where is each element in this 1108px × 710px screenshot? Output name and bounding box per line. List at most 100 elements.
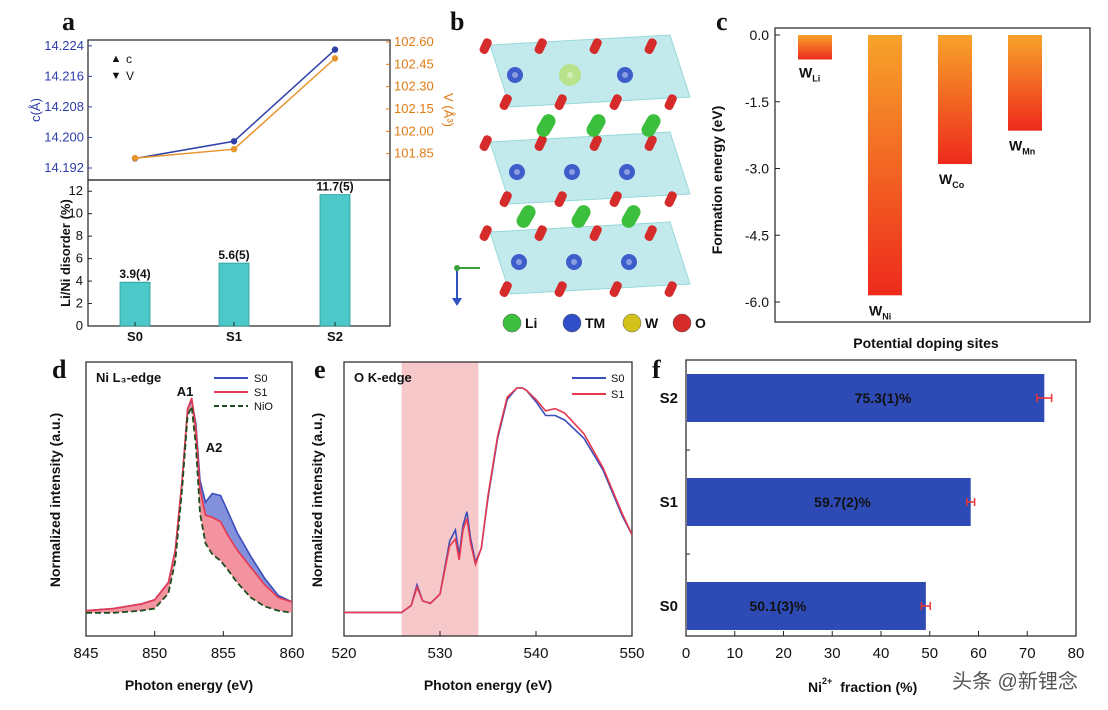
f-bar-label-S0: 50.1(3)% bbox=[750, 598, 807, 614]
atom-highlight bbox=[569, 169, 575, 175]
f-xtick-label: 20 bbox=[775, 645, 792, 662]
e-x-axis-title: Photon energy (eV) bbox=[424, 677, 552, 693]
legend-label-Li: Li bbox=[525, 315, 537, 331]
o-atom bbox=[664, 191, 677, 207]
d-series-line-S1 bbox=[85, 397, 293, 612]
c-bar-W_Li bbox=[798, 35, 832, 60]
a-top-left-tick-label: 14.192 bbox=[44, 160, 84, 175]
f-xtick-label: 0 bbox=[682, 645, 690, 662]
c-bar-label-W_Co: WCo bbox=[939, 171, 965, 190]
a-top-legend-label-V: V bbox=[126, 69, 134, 83]
panel-letter-b: b bbox=[450, 7, 464, 36]
panel-a: 14.192 14.200 14.208 14.216 14.224 101.85 102.… bbox=[28, 34, 456, 344]
c-ytick-label: -3.0 bbox=[745, 161, 769, 177]
d-frame bbox=[85, 361, 293, 637]
c-ytick-label: 0.0 bbox=[750, 27, 770, 43]
a-top-left-tick-label: 14.216 bbox=[44, 68, 84, 83]
a-top-point-V-S2 bbox=[331, 55, 339, 62]
a-bar-label-S0: 3.9(4) bbox=[119, 267, 150, 281]
f-bar-label-S2: 75.3(1)% bbox=[855, 390, 912, 406]
a-top-point-V-S1 bbox=[230, 146, 238, 153]
a-bar-label-S2: 11.7(5) bbox=[316, 180, 353, 194]
a-top-right-tick-label: 102.30 bbox=[394, 79, 434, 94]
tm-atom bbox=[566, 254, 582, 270]
o-atom bbox=[499, 94, 512, 110]
a-top-legend-label-c: c bbox=[126, 52, 132, 66]
a-bar-S1 bbox=[218, 262, 250, 327]
o-atom bbox=[664, 281, 677, 297]
d-peak-label-A1: A1 bbox=[177, 384, 194, 399]
f-x-axis-title: Ni2+ fraction (%) bbox=[808, 676, 917, 695]
a-top-right-tick-label: 102.15 bbox=[394, 101, 434, 116]
a-bar-S0 bbox=[119, 281, 151, 327]
panel-d: 845 850 855 860 Photon energy (eV) Normalized… bbox=[47, 361, 305, 693]
a-top-point-c-S1 bbox=[230, 138, 238, 145]
d-xtick-label: 845 bbox=[73, 645, 98, 662]
d-series-line-NiO bbox=[86, 403, 293, 614]
atom-highlight bbox=[567, 72, 573, 78]
o-atom bbox=[644, 135, 657, 151]
o-atom bbox=[499, 191, 512, 207]
a-bar-label-S1: 5.6(5) bbox=[218, 248, 249, 262]
e-y-axis-title: Normalized intensity (a.u.) bbox=[309, 413, 325, 587]
o-atom bbox=[609, 281, 622, 297]
a-top-left-tick-label: 14.224 bbox=[44, 38, 84, 53]
c-ytick-label: -6.0 bbox=[745, 294, 769, 310]
a-bottom-ytick-label: 6 bbox=[76, 251, 83, 266]
c-ytick-label: -1.5 bbox=[745, 94, 769, 110]
axis-c-arrowhead bbox=[452, 298, 462, 306]
a-bottom-ytick-label: 4 bbox=[76, 273, 83, 288]
e-frame bbox=[343, 361, 633, 637]
a-top-legend-marker-V: ▼ bbox=[111, 70, 122, 82]
atom-highlight bbox=[514, 169, 520, 175]
a-xtick-label-S2: S2 bbox=[327, 329, 343, 344]
a-top-right-tick-label: 102.60 bbox=[394, 34, 434, 49]
c-bar-W_Ni bbox=[868, 35, 902, 296]
d-legend-label-S0: S0 bbox=[254, 373, 267, 385]
atom-highlight bbox=[624, 169, 630, 175]
d-fill-s1-nio bbox=[86, 398, 292, 613]
c-y-axis-title: Formation energy (eV) bbox=[709, 106, 725, 255]
o-atom bbox=[664, 94, 677, 110]
axis-origin bbox=[454, 265, 460, 271]
d-annotation: Ni L₃-edge bbox=[96, 370, 161, 385]
a-bar-S2 bbox=[319, 194, 351, 327]
f-ytick-label-S0: S0 bbox=[660, 598, 678, 615]
o-atom bbox=[534, 225, 547, 241]
legend-label-W: W bbox=[645, 315, 659, 331]
d-legend-label-NiO: NiO bbox=[254, 401, 273, 413]
o-atom bbox=[644, 225, 657, 241]
c-bar-W_Mn bbox=[1008, 35, 1042, 131]
panel-c: 0.0 -1.5 -3.0 -4.5 -6.0 Formation energy (eV)… bbox=[709, 27, 1091, 351]
atom-highlight bbox=[622, 72, 628, 78]
a-top-left-tick-label: 14.208 bbox=[44, 99, 84, 114]
li-atom bbox=[571, 205, 591, 228]
panel-letter-c: c bbox=[716, 7, 728, 36]
tm-atom bbox=[564, 164, 580, 180]
d-xtick-label: 855 bbox=[211, 645, 236, 662]
o-atom bbox=[609, 94, 622, 110]
tm-atom bbox=[509, 164, 525, 180]
atom-highlight bbox=[512, 72, 518, 78]
a-top-left-axis-title: c(Å) bbox=[28, 98, 43, 122]
f-bar-S0 bbox=[687, 582, 926, 630]
e-legend-label-S1: S1 bbox=[611, 389, 624, 401]
w-atom bbox=[559, 64, 581, 86]
f-bar-S1 bbox=[687, 478, 971, 526]
a-top-right-axis-title: V (Å³) bbox=[441, 93, 456, 127]
a-bottom-ytick-label: 10 bbox=[69, 206, 83, 221]
c-bar-label-W_Li: WLi bbox=[799, 64, 820, 83]
tm-atom bbox=[619, 164, 635, 180]
panel-b-structure: Li TM W O bbox=[452, 34, 706, 333]
d-x-axis-title: Photon energy (eV) bbox=[125, 677, 253, 693]
f-xtick-label: 60 bbox=[970, 645, 987, 662]
tm-atom bbox=[507, 67, 523, 83]
e-series-line-S1 bbox=[344, 387, 633, 614]
o-atom bbox=[554, 191, 567, 207]
d-peak-label-A2: A2 bbox=[206, 440, 223, 455]
c-bar-label-W_Mn: WMn bbox=[1009, 138, 1035, 157]
e-legend-label-S0: S0 bbox=[611, 373, 624, 385]
o-atom bbox=[479, 38, 492, 54]
li-atom bbox=[621, 205, 641, 228]
o-atom bbox=[589, 225, 602, 241]
